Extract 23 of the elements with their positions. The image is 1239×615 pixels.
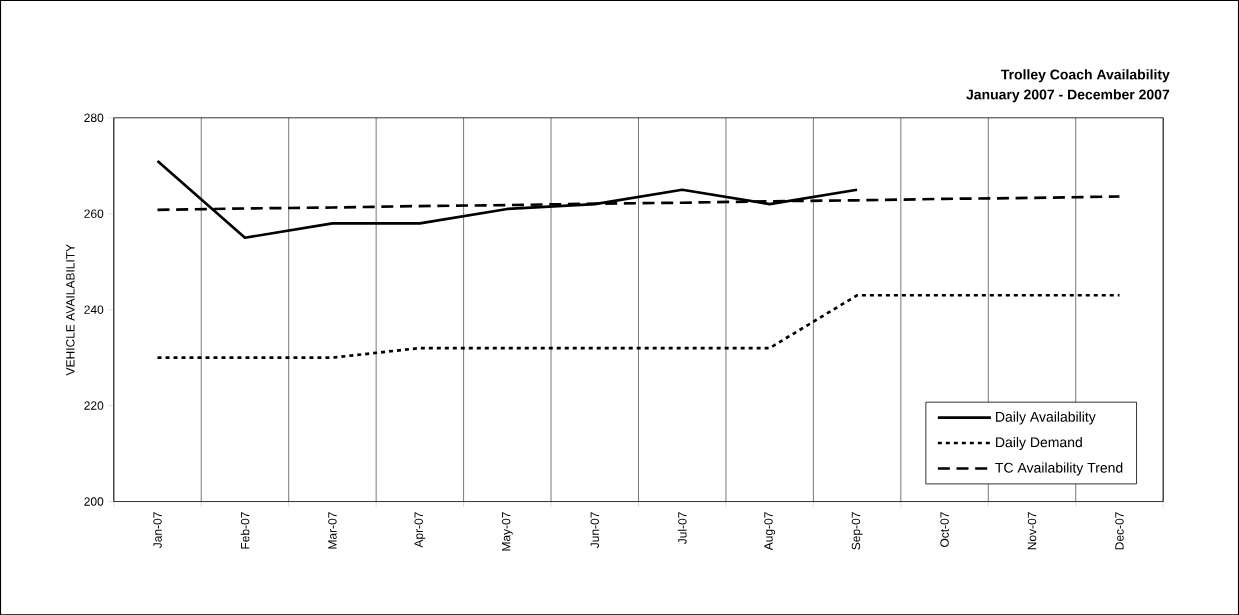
y-tick-label: 200	[84, 497, 104, 506]
chart-subtitle: January 2007 - December 2007	[966, 89, 1170, 103]
x-tick-label: Sep-07	[851, 512, 863, 550]
y-axis-title: VEHICLE AVAILABILITY	[66, 244, 75, 376]
x-tick-label: Jan-07	[153, 512, 162, 548]
chart-title: Trolley Coach Availability	[1000, 69, 1170, 83]
x-tick-label: Jun-07	[590, 512, 600, 548]
x-tick-label: Aug-07	[764, 512, 776, 551]
x-tick-label: Mar-07	[328, 512, 337, 549]
x-tick-label: Nov-07	[1027, 512, 1037, 550]
y-tick-label: 240	[84, 305, 104, 314]
x-tick-label: Dec-07	[1115, 512, 1124, 550]
legend-label: TC Availability Trend	[995, 462, 1123, 476]
legend-label: Daily Availability	[996, 411, 1096, 425]
x-tick-label: May-07	[501, 512, 513, 551]
legend-label: Daily Demand	[996, 436, 1082, 450]
y-tick-label: 260	[84, 209, 104, 218]
x-tick-label: Jul-07	[677, 512, 687, 544]
y-tick-label: 280	[84, 113, 104, 122]
y-tick-label: 220	[84, 401, 104, 410]
x-tick-label: Apr-07	[414, 512, 426, 548]
x-tick-label: Feb-07	[240, 512, 250, 549]
x-tick-label: Oct-07	[940, 512, 949, 547]
